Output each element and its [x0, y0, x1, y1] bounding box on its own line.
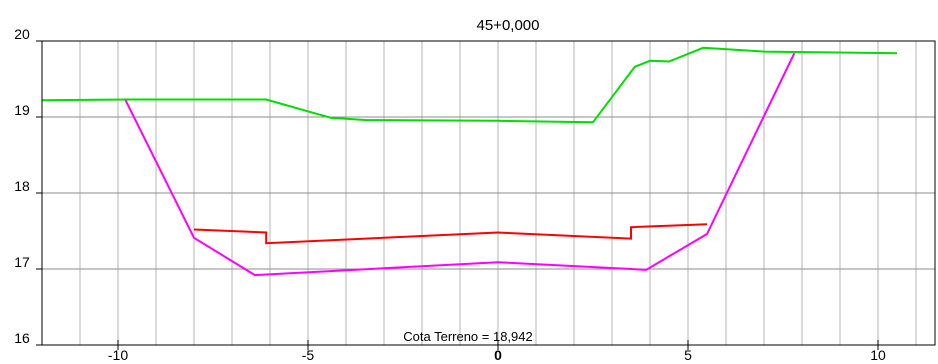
y-tick-label: 16 [14, 330, 30, 346]
chart-title: 45+0,000 [477, 17, 540, 34]
y-tick-label: 17 [14, 254, 30, 270]
y-tick-label: 20 [14, 26, 30, 42]
series-line-0 [41, 46, 898, 124]
x-tick-label: -5 [302, 347, 315, 363]
x-tick-label: 5 [684, 347, 692, 363]
series-line-1 [124, 52, 796, 277]
ticks: -10 -5 0 5 10 16 17 18 19 20 [14, 26, 886, 363]
x-tick-label: -10 [108, 347, 128, 363]
series-line-2 [193, 223, 708, 245]
grid [41, 40, 935, 346]
x-tick-label: 0 [494, 347, 502, 363]
x-tick-label: 10 [870, 347, 886, 363]
y-tick-label: 19 [14, 102, 30, 118]
series-layer [41, 46, 898, 277]
y-tick-label: 18 [14, 178, 30, 194]
cota-terreno-annotation: Cota Terreno = 18,942 [403, 329, 533, 344]
